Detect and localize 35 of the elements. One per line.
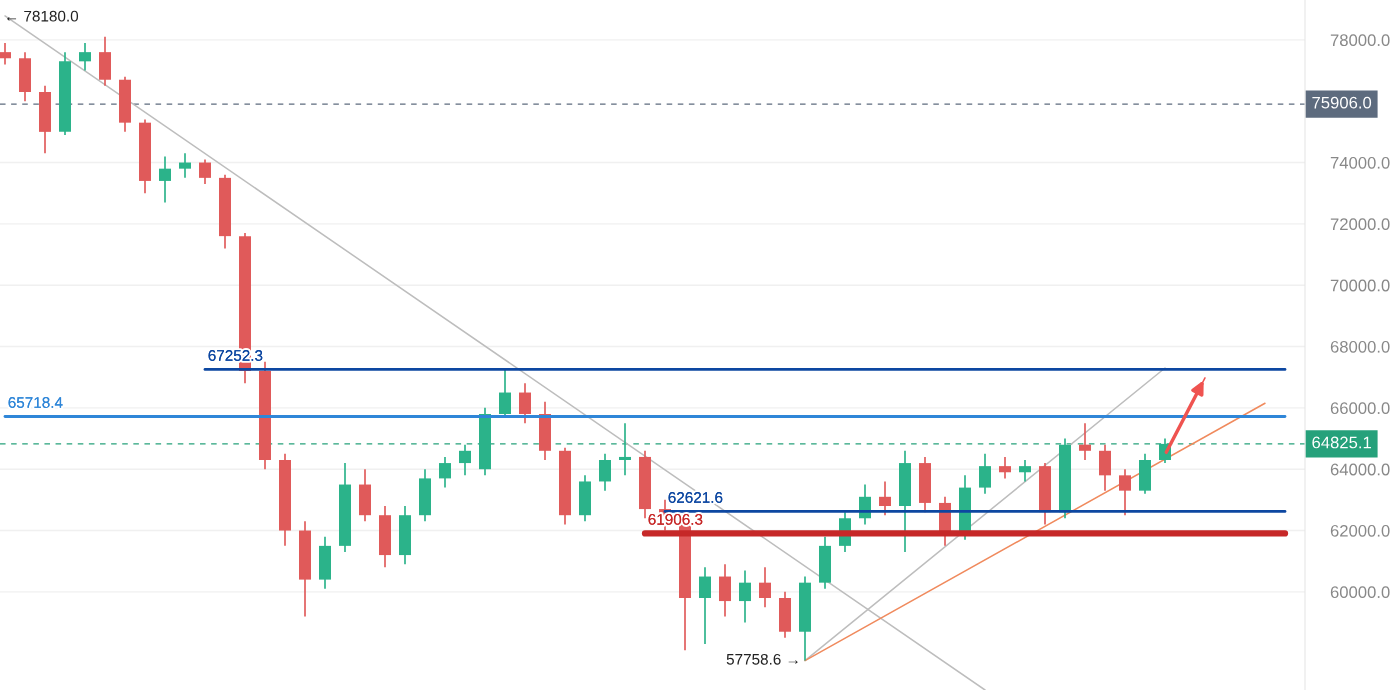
y-tick-label: 74000.0 — [1330, 156, 1390, 169]
candlestick — [999, 456, 1011, 480]
candlestick — [0, 42, 11, 66]
y-tick-label: 70000.0 — [1330, 279, 1390, 292]
candlestick — [519, 382, 531, 425]
annotation: 65718.4 — [8, 397, 63, 408]
annotation: 57758.6 → — [726, 653, 798, 665]
y-tick-label: 66000.0 — [1330, 402, 1390, 415]
candlestick — [619, 422, 631, 477]
candlestick — [1079, 422, 1091, 461]
candlestick — [979, 453, 991, 495]
annotation: ← 78180.0 — [7, 10, 79, 22]
y-tick-label: 78000.0 — [1330, 34, 1390, 47]
y-tick-label: 72000.0 — [1330, 218, 1390, 231]
annotation: 62621.6 — [668, 492, 723, 503]
candlestick — [159, 155, 171, 204]
candlestick — [1019, 459, 1031, 483]
y-tick-label: 68000.0 — [1330, 340, 1390, 353]
y-tick-label: 62000.0 — [1330, 524, 1390, 537]
candlestick — [79, 42, 91, 72]
candlestick — [499, 368, 511, 418]
candlestick — [879, 480, 891, 517]
y-tick-label: 60000.0 — [1330, 586, 1390, 599]
candlestick — [599, 453, 611, 492]
ref-line-label: 64825.1 — [1312, 436, 1371, 449]
candlestick — [759, 566, 771, 609]
candlestick — [1119, 468, 1131, 517]
candlestick — [459, 443, 471, 477]
y-tick-label: 64000.0 — [1330, 463, 1390, 476]
candlestick — [439, 456, 451, 489]
candlestick — [739, 569, 751, 624]
candlestick — [179, 152, 191, 179]
ref-line-label: 75906.0 — [1312, 96, 1372, 109]
candlestick — [699, 566, 711, 645]
candlestick — [199, 158, 211, 185]
